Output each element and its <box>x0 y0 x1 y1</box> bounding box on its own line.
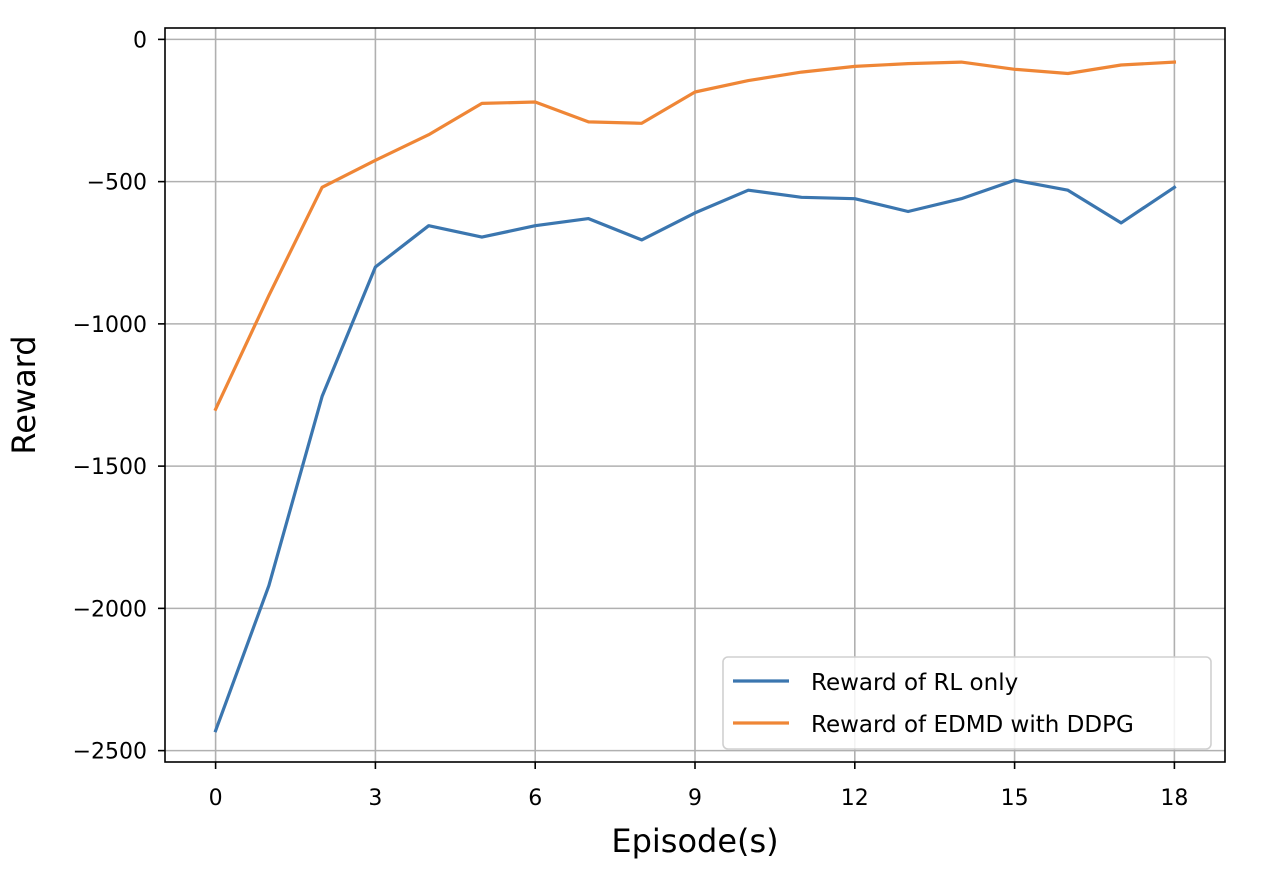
x-tick-label: 18 <box>1160 786 1188 811</box>
y-tick-label: −1000 <box>73 313 147 338</box>
y-axis-label: Reward <box>5 335 43 454</box>
x-tick-label: 9 <box>688 786 702 811</box>
x-tick-label: 0 <box>209 786 223 811</box>
legend: Reward of RL only Reward of EDMD with DDP… <box>723 657 1211 749</box>
legend-label: Reward of RL only <box>811 670 1018 696</box>
legend-label: Reward of EDMD with DDPG <box>811 712 1134 738</box>
x-tick-label: 6 <box>528 786 542 811</box>
y-tick-label: 0 <box>133 28 147 53</box>
y-tick-label: −2500 <box>73 740 147 765</box>
y-tick-label: −500 <box>87 171 147 196</box>
x-tick-label: 3 <box>368 786 382 811</box>
y-tick-label: −1500 <box>73 455 147 480</box>
x-tick-label: 15 <box>1001 786 1029 811</box>
y-tick-label: −2000 <box>73 597 147 622</box>
x-tick-label: 12 <box>841 786 869 811</box>
x-axis-label: Episode(s) <box>611 822 778 860</box>
